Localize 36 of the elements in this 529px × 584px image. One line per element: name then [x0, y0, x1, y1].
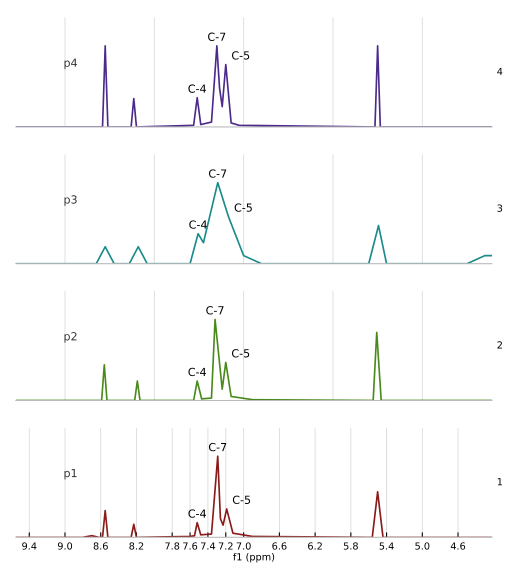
x-tick-label: 9.0	[58, 542, 72, 550]
annotation: C-5	[232, 51, 250, 60]
annotation: C-7	[208, 169, 226, 178]
x-tick-label: 9.4	[22, 542, 36, 550]
text: p1	[64, 468, 77, 480]
x-tick-label: 7.4	[200, 542, 216, 550]
x-tick-label: 7.6	[183, 542, 198, 550]
x-axis-title: f1 (ppm)	[233, 552, 274, 562]
x-tick-label: 6.6	[272, 542, 286, 550]
annotation: C-5	[234, 203, 252, 212]
x-tick-label: 4.6	[450, 542, 466, 550]
x-tick-label: 7.0	[236, 542, 251, 550]
text: 3	[497, 204, 502, 212]
x-tick-label: 8.6	[94, 542, 108, 550]
annotation: C-4	[188, 509, 206, 518]
annotation: C-4	[189, 220, 207, 229]
annotation: C-5	[232, 349, 250, 358]
text: p3	[64, 195, 77, 206]
text: 1	[498, 478, 502, 486]
annotation: C-4	[188, 84, 206, 93]
x-tick-label: 5.0	[415, 542, 430, 550]
annotation: C-7	[208, 32, 226, 41]
annotation: C-5	[232, 496, 250, 504]
x-tick-label: 6.2	[308, 542, 322, 550]
x-tick-label: 5.4	[380, 542, 394, 550]
text: p2	[64, 332, 76, 343]
x-tick-label: 7.8	[165, 542, 180, 550]
x-tick-label: 5.8	[344, 542, 358, 550]
annotation: C-7	[206, 306, 224, 315]
annotation: C-7	[208, 442, 226, 452]
text: 2	[497, 341, 502, 348]
annotation: C-4	[188, 368, 206, 376]
x-tick-label: 7.2	[218, 542, 233, 550]
text: 4	[497, 68, 502, 75]
text: p4	[64, 58, 77, 70]
x-tick-label: 8.2	[129, 542, 144, 550]
